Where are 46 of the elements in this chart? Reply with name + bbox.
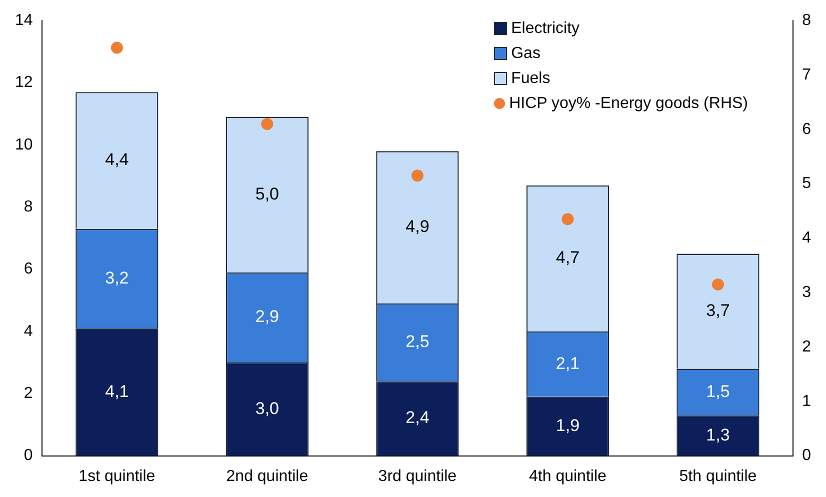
y-tick-label: 2	[24, 385, 33, 402]
y2-tick-label: 2	[802, 338, 812, 356]
legend-label: HICP yoy% -Energy goods (RHS)	[509, 94, 748, 114]
data-label: 2,9	[255, 307, 280, 326]
point	[411, 170, 424, 182]
x-tick-label: 1st quintile	[78, 468, 156, 485]
y-tick-label: 4	[24, 322, 33, 340]
data-label: 4,9	[406, 217, 430, 236]
y2-tick-label: 3	[802, 284, 812, 302]
y-tick-label: 12	[15, 74, 33, 92]
data-label: 2,5	[406, 332, 430, 352]
data-label: 3,2	[105, 268, 129, 288]
y2-tick-label: 7	[802, 66, 812, 84]
y-tick-label: 10	[15, 136, 33, 154]
data-label: 4,4	[105, 150, 129, 170]
point	[110, 42, 123, 54]
y2-tick-label: 1	[802, 392, 812, 410]
data-label: 4,1	[105, 382, 129, 401]
data-label: 2,1	[556, 354, 580, 373]
y-tick-label: 0	[24, 447, 33, 464]
y2-tick-label: 4	[802, 230, 812, 247]
x-tick-label: 2nd quintile	[226, 468, 308, 485]
y2-tick-label: 5	[802, 175, 812, 192]
data-label: 1,9	[556, 416, 580, 435]
y-tick-label: 14	[15, 12, 33, 30]
x-tick-label: 4th quintile	[529, 468, 607, 485]
y2-tick-label: 0	[802, 447, 812, 464]
x-tick-label: 5th quintile	[679, 468, 757, 485]
y-tick-label: 6	[24, 260, 33, 278]
legend-label: Electricity	[511, 19, 580, 39]
data-label: 3,7	[706, 300, 730, 320]
point	[562, 213, 574, 226]
y2-tick-label: 8	[802, 12, 812, 30]
data-label: 5,0	[255, 184, 280, 204]
legend-label: Fuels	[511, 69, 550, 89]
legend-label: Gas	[511, 44, 540, 64]
data-label: 2,4	[406, 408, 430, 428]
point	[261, 118, 274, 130]
y-tick-label: 8	[24, 198, 33, 216]
y2-tick-label: 6	[802, 120, 812, 138]
data-label: 4,7	[556, 248, 580, 268]
data-label: 3,0	[255, 398, 280, 418]
point	[712, 278, 724, 290]
x-tick-label: 3rd quintile	[378, 468, 457, 485]
data-label: 1,3	[706, 425, 730, 444]
data-label: 1,5	[706, 382, 730, 401]
